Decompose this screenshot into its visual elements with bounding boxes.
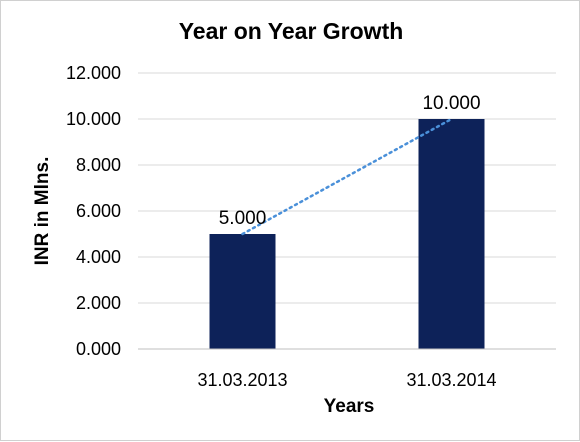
x-tick-label: 31.03.2014 bbox=[406, 370, 496, 390]
data-label: 10.000 bbox=[422, 93, 480, 114]
y-tick-label: 12.000 bbox=[66, 63, 121, 83]
y-axis-title: INR in Mlns. bbox=[32, 157, 53, 266]
x-tick-label: 31.03.2013 bbox=[197, 370, 287, 390]
bar bbox=[209, 234, 276, 349]
trendline-group bbox=[241, 117, 453, 236]
y-tick-label: 6.000 bbox=[76, 201, 121, 221]
y-tick-label: 2.000 bbox=[76, 293, 121, 313]
x-axis-title: Years bbox=[324, 396, 375, 417]
x-tick-labels: 31.03.2013 31.03.2014 bbox=[197, 370, 496, 390]
bars bbox=[209, 119, 485, 349]
bar bbox=[418, 119, 485, 349]
gridlines bbox=[138, 72, 556, 304]
y-tick-label: 10.000 bbox=[66, 109, 121, 129]
y-tick-label: 0.000 bbox=[76, 339, 121, 359]
y-tick-labels: 0.000 2.000 4.000 6.000 8.000 10.000 12.000 bbox=[66, 63, 121, 359]
y-tick-label: 4.000 bbox=[76, 247, 121, 267]
y-tick-label: 8.000 bbox=[76, 155, 121, 175]
data-label: 5.000 bbox=[219, 208, 267, 229]
chart-title: Year on Year Growth bbox=[179, 18, 404, 44]
trendline bbox=[241, 117, 453, 236]
data-labels: 5.000 10.000 bbox=[219, 93, 481, 229]
